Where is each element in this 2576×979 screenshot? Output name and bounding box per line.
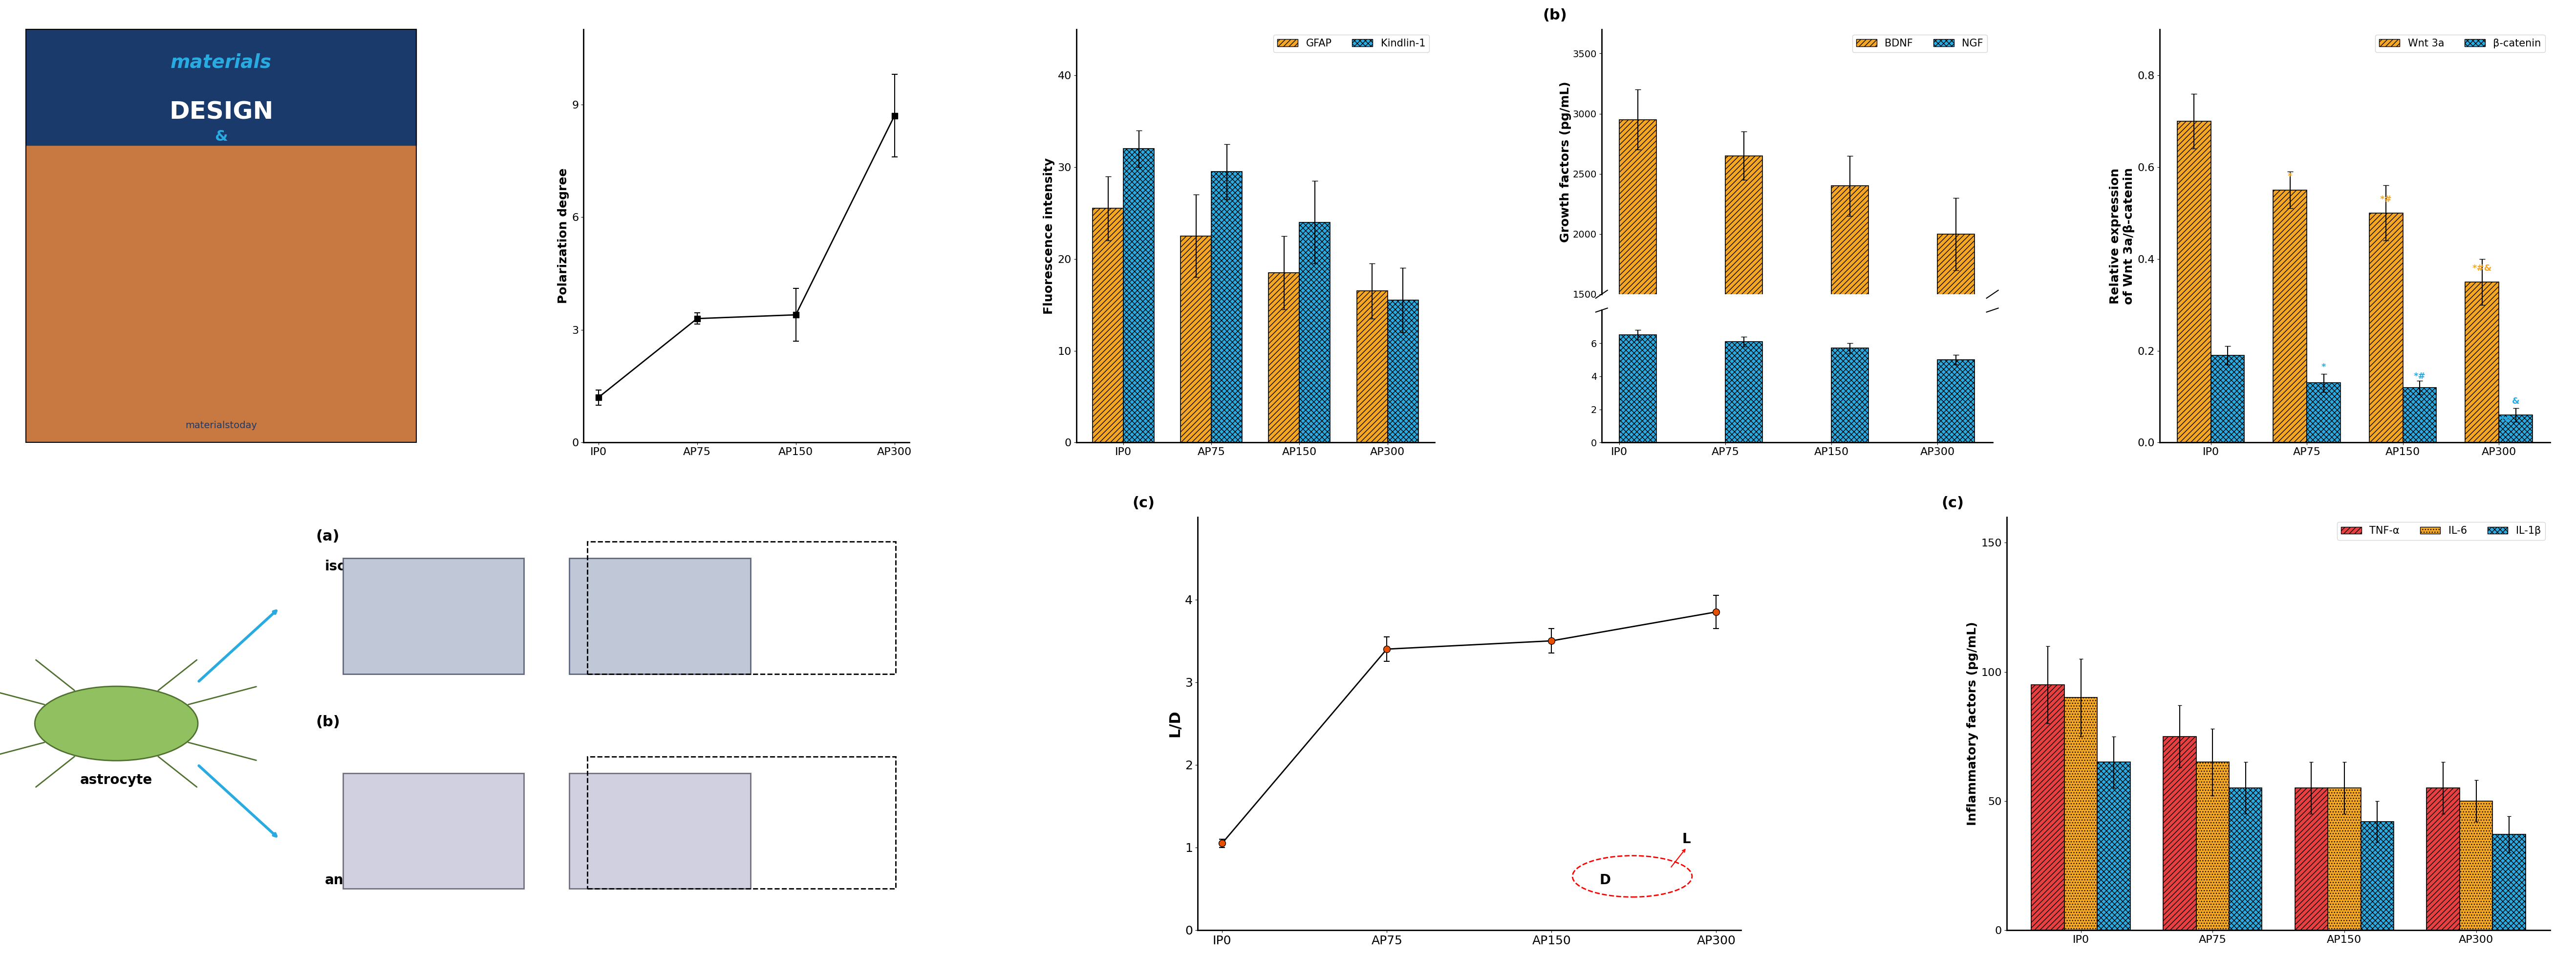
Bar — [587, 757, 896, 889]
Bar — [1211, 171, 1242, 443]
Text: materials: materials — [170, 53, 270, 71]
Bar — [2403, 388, 2437, 443]
Text: materialstoday: materialstoday — [185, 421, 258, 430]
Text: *#: *# — [2414, 372, 2427, 381]
Legend: BDNF, NGF: BDNF, NGF — [1852, 34, 1986, 53]
Bar — [1620, 335, 1656, 443]
Text: astrocyte: astrocyte — [80, 773, 152, 787]
Y-axis label: Polarization degree: Polarization degree — [556, 168, 569, 303]
Bar — [2097, 763, 2130, 930]
Bar — [1620, 119, 1656, 475]
Y-axis label: Fluorescence intensity: Fluorescence intensity — [1043, 158, 1056, 314]
Bar — [2063, 698, 2097, 930]
Bar — [2360, 821, 2393, 930]
Bar — [569, 773, 750, 889]
Bar — [1726, 342, 1762, 443]
Bar — [2460, 801, 2494, 930]
Bar — [2329, 788, 2360, 930]
Bar — [2197, 763, 2228, 930]
Bar — [1180, 236, 1211, 443]
Bar — [2499, 415, 2532, 443]
Bar — [2308, 383, 2342, 443]
Bar — [1726, 156, 1762, 475]
Bar — [1937, 359, 1976, 443]
Text: DESIGN: DESIGN — [170, 100, 273, 123]
Bar — [26, 29, 417, 145]
Text: *#&: *#& — [2473, 264, 2491, 273]
Bar — [2177, 121, 2210, 443]
Bar — [1832, 349, 1868, 443]
Bar — [1388, 301, 1419, 443]
Text: D: D — [1600, 873, 1610, 887]
Legend: Wnt 3a, β-catenin: Wnt 3a, β-catenin — [2375, 34, 2545, 53]
Circle shape — [36, 686, 198, 761]
Text: (b): (b) — [1543, 8, 1566, 23]
Text: (c): (c) — [1133, 496, 1154, 510]
Text: *#: *# — [2501, 415, 2512, 424]
Bar — [2494, 834, 2524, 930]
Bar — [1832, 186, 1868, 475]
Text: &: & — [214, 129, 227, 144]
Text: L: L — [1682, 832, 1690, 846]
Y-axis label: Growth factors (pg/mL): Growth factors (pg/mL) — [1558, 81, 1571, 243]
Bar — [343, 558, 523, 674]
Y-axis label: Inflammatory factors (pg/mL): Inflammatory factors (pg/mL) — [1965, 622, 1978, 825]
Bar — [2164, 736, 2197, 930]
Text: anisotropic: anisotropic — [325, 873, 410, 887]
Bar — [2228, 788, 2262, 930]
Text: *: * — [2321, 362, 2326, 371]
Bar — [1298, 222, 1329, 443]
Legend: GFAP, Kindlin-1: GFAP, Kindlin-1 — [1273, 34, 1430, 53]
Bar — [1092, 209, 1123, 443]
Y-axis label: L/D: L/D — [1167, 710, 1182, 737]
Bar — [343, 773, 523, 889]
Bar — [2032, 684, 2063, 930]
Legend: TNF-α, IL-6, IL-1β: TNF-α, IL-6, IL-1β — [2336, 522, 2545, 539]
Text: *#: *# — [2380, 195, 2393, 204]
Bar — [587, 541, 896, 674]
Text: &: & — [2512, 397, 2519, 406]
Bar — [1358, 291, 1388, 443]
Bar — [2210, 355, 2244, 443]
Bar — [1123, 149, 1154, 443]
Text: (c): (c) — [1942, 496, 1963, 510]
Bar — [2370, 213, 2403, 443]
Text: (b): (b) — [317, 716, 340, 729]
Bar — [1937, 234, 1976, 475]
Bar — [1267, 273, 1298, 443]
Bar — [2465, 282, 2499, 443]
Bar — [2295, 788, 2329, 930]
Bar — [2272, 190, 2308, 443]
Text: (a): (a) — [317, 530, 340, 543]
Bar — [2427, 788, 2460, 930]
Text: *: * — [2287, 172, 2293, 181]
Bar — [569, 558, 750, 674]
Text: isotropic: isotropic — [325, 560, 392, 574]
Y-axis label: Relative expression
of Wnt 3a/β-catenin: Relative expression of Wnt 3a/β-catenin — [2110, 167, 2136, 304]
